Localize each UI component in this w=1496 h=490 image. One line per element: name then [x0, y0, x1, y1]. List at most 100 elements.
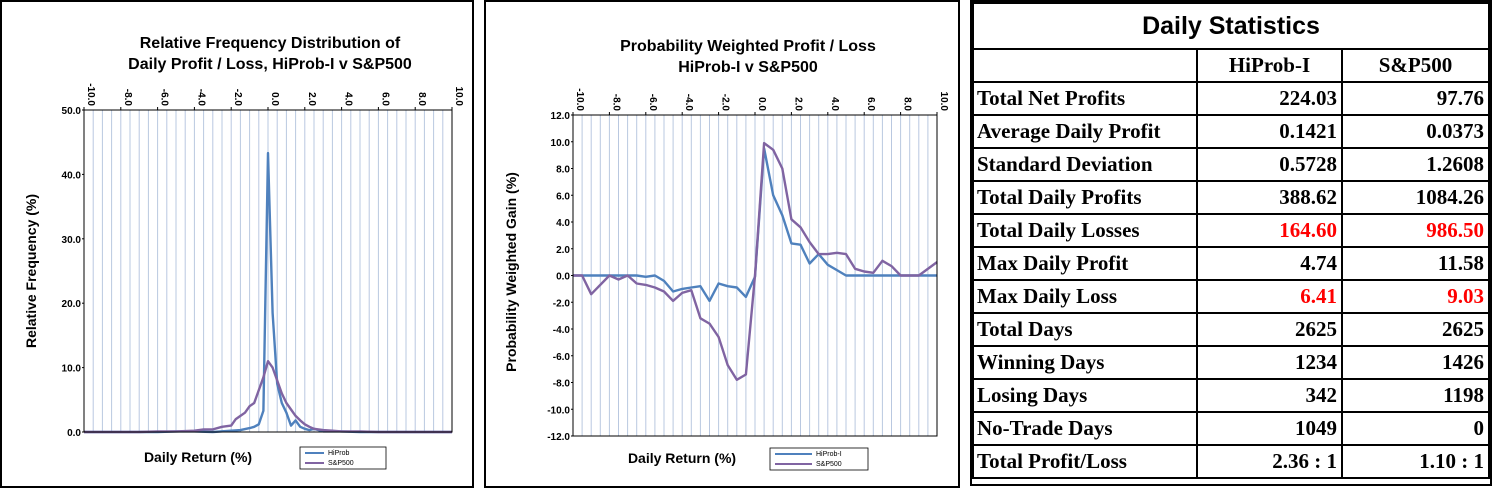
stats-value-hiprob: 342 — [1196, 378, 1343, 413]
stats-row-label: Total Net Profits — [972, 81, 1198, 116]
stats-row: Max Daily Profit 4.74 11.58 — [972, 246, 1490, 281]
stats-row-label: Losing Days — [972, 378, 1198, 413]
c1-y-tick-label: 0.0 — [67, 428, 81, 439]
stats-value-sp500: 97.76 — [1341, 81, 1490, 116]
chart1-legend-hiprob-label: HiProb — [328, 450, 350, 457]
c2-y-tick-label: 12.0 — [551, 111, 571, 122]
stats-value-sp500: 1.2608 — [1341, 147, 1490, 182]
chart1-plot-frame — [83, 109, 453, 433]
chart1-legend-sp500-label: S&P500 — [328, 460, 354, 467]
stats-row-label: No-Trade Days — [972, 411, 1198, 446]
stats-value-sp500: 1084.26 — [1341, 180, 1490, 215]
c2-x-tick-label: 4.0 — [829, 97, 840, 111]
c1-x-tick-label: 2.0 — [306, 92, 317, 106]
stats-value-hiprob: 6.41 — [1196, 279, 1343, 314]
chart1-legend: HiProb S&P500 — [299, 446, 387, 470]
stats-row-label: Average Daily Profit — [972, 114, 1198, 149]
stats-row-label: Total Daily Profits — [972, 180, 1198, 215]
daily-statistics-table: Daily Statistics HiProb-I S&P500 Total N… — [972, 2, 1490, 479]
c2-y-tick-label: 4.0 — [556, 218, 570, 229]
chart2-title-line2: HiProb-I v S&P500 — [678, 59, 818, 76]
stats-header-row: HiProb-I S&P500 — [972, 48, 1490, 83]
c2-y-tick-label: 0.0 — [556, 272, 570, 283]
c1-x-tick-label: 10.0 — [453, 87, 464, 107]
stats-row: Total Days 2625 2625 — [972, 312, 1490, 347]
stats-row-label: Total Daily Losses — [972, 213, 1198, 248]
chart2-legend-sp500-label: S&P500 — [816, 461, 842, 468]
c1-y-tick-label: 50.0 — [62, 106, 82, 117]
daily-statistics-panel: Daily Statistics HiProb-I S&P500 Total N… — [970, 0, 1492, 486]
frequency-distribution-chart: Relative Frequency Distribution of Daily… — [23, 35, 464, 470]
probability-weighted-panel: Probability Weighted Profit / Loss HiPro… — [484, 0, 960, 488]
c2-x-tick-label: -4.0 — [683, 94, 694, 112]
chart2-legend: HiProb-I S&P500 — [769, 447, 869, 471]
c2-x-tick-label: 8.0 — [902, 97, 913, 111]
stats-row: Standard Deviation 0.5728 1.2608 — [972, 147, 1490, 182]
stats-header-hiprob: HiProb-I — [1196, 48, 1343, 83]
stats-title-row: Daily Statistics — [972, 2, 1490, 50]
probability-weighted-chart: Probability Weighted Profit / Loss HiPro… — [503, 38, 949, 471]
stats-value-sp500: 986.50 — [1341, 213, 1490, 248]
c2-x-tick-label: 6.0 — [865, 97, 876, 111]
c2-y-tick-label: -6.0 — [553, 352, 571, 363]
stats-row-label: Winning Days — [972, 345, 1198, 380]
stats-row-label: Max Daily Profit — [972, 246, 1198, 281]
c2-y-tick-label: -2.0 — [553, 298, 571, 309]
stats-row: Total Net Profits 224.03 97.76 — [972, 81, 1490, 116]
c2-y-tick-label: -8.0 — [553, 379, 571, 390]
stats-title: Daily Statistics — [972, 2, 1490, 50]
c1-x-tick-label: 8.0 — [416, 92, 427, 106]
frequency-distribution-panel: Relative Frequency Distribution of Daily… — [0, 0, 474, 488]
stats-value-hiprob: 0.1421 — [1196, 114, 1343, 149]
c1-x-tick-label: 6.0 — [379, 92, 390, 106]
c2-x-tick-label: -2.0 — [720, 94, 731, 112]
chart2-legend-hiprob-label: HiProb-I — [816, 451, 842, 458]
stats-row: No-Trade Days 1049 0 — [972, 411, 1490, 446]
c1-x-tick-label: -2.0 — [232, 89, 243, 107]
c2-y-tick-label: -10.0 — [547, 405, 570, 416]
c1-x-tick-label: 0.0 — [269, 92, 280, 106]
stats-value-sp500: 0 — [1341, 411, 1490, 446]
stats-row-label: Total Days — [972, 312, 1198, 347]
stats-value-sp500: 1426 — [1341, 345, 1490, 380]
chart2-y-axis-label: Probability Weighted Gain (%) — [503, 172, 519, 372]
stats-value-sp500: 2625 — [1341, 312, 1490, 347]
c1-y-tick-label: 20.0 — [62, 299, 82, 310]
c2-x-tick-label: -6.0 — [647, 94, 658, 112]
stats-value-sp500: 1.10 : 1 — [1341, 444, 1490, 479]
c2-series-line-hiprob — [573, 147, 937, 303]
stats-row: Winning Days 1234 1426 — [972, 345, 1490, 380]
c1-series-line-sp500 — [84, 360, 452, 434]
stats-row-label: Total Profit/Loss — [972, 444, 1198, 479]
stats-row: Average Daily Profit 0.1421 0.0373 — [972, 114, 1490, 149]
stats-header-sp500: S&P500 — [1341, 48, 1490, 83]
c2-y-tick-label: -4.0 — [553, 325, 571, 336]
stats-value-hiprob: 1234 — [1196, 345, 1343, 380]
stats-row: Max Daily Loss 6.41 9.03 — [972, 279, 1490, 314]
c2-series-line-sp500 — [573, 141, 938, 381]
c2-y-tick-label: 8.0 — [556, 165, 570, 176]
c2-x-tick-label: -8.0 — [610, 94, 621, 112]
chart1-title-line2: Daily Profit / Loss, HiProb-I v S&P500 — [128, 56, 412, 73]
stats-value-sp500: 11.58 — [1341, 246, 1490, 281]
c2-x-tick-label: 0.0 — [756, 97, 767, 111]
stats-value-hiprob: 2625 — [1196, 312, 1343, 347]
stats-value-hiprob: 224.03 — [1196, 81, 1343, 116]
c1-y-tick-label: 10.0 — [62, 364, 82, 375]
stats-row-label: Standard Deviation — [972, 147, 1198, 182]
c2-y-tick-label: -12.0 — [547, 432, 570, 443]
chart1-title-line1: Relative Frequency Distribution of — [140, 35, 401, 52]
stats-header-blank — [972, 48, 1198, 83]
c1-y-tick-label: 30.0 — [62, 235, 82, 246]
c1-x-tick-label: -10.0 — [85, 83, 96, 106]
chart1-y-axis-label: Relative Frequency (%) — [23, 194, 39, 348]
stats-row-label: Max Daily Loss — [972, 279, 1198, 314]
stats-value-hiprob: 1049 — [1196, 411, 1343, 446]
stats-value-sp500: 0.0373 — [1341, 114, 1490, 149]
stats-value-hiprob: 4.74 — [1196, 246, 1343, 281]
stats-value-sp500: 1198 — [1341, 378, 1490, 413]
c1-x-tick-label: -4.0 — [195, 89, 206, 107]
chart1-x-axis-label: Daily Return (%) — [144, 449, 252, 465]
c1-x-tick-label: -8.0 — [122, 89, 133, 107]
c1-x-tick-label: 4.0 — [343, 92, 354, 106]
